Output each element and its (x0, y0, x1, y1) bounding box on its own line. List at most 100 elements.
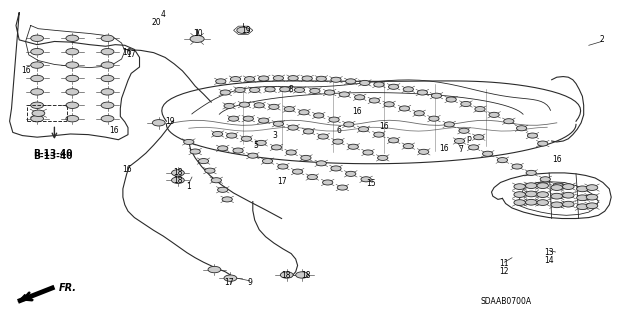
Circle shape (66, 48, 79, 55)
Circle shape (348, 144, 358, 149)
Text: 19: 19 (164, 117, 175, 126)
Circle shape (363, 150, 373, 155)
Text: 16: 16 (109, 126, 119, 135)
Circle shape (337, 185, 348, 190)
Circle shape (31, 35, 44, 41)
Circle shape (227, 133, 237, 138)
Circle shape (190, 35, 204, 42)
Circle shape (358, 127, 369, 132)
Circle shape (259, 118, 269, 123)
Circle shape (403, 144, 413, 149)
Circle shape (101, 89, 114, 95)
Circle shape (278, 164, 288, 169)
Circle shape (66, 89, 79, 95)
Text: 12: 12 (500, 267, 509, 276)
Circle shape (66, 75, 79, 82)
Circle shape (577, 195, 588, 201)
Circle shape (273, 121, 284, 126)
Circle shape (537, 192, 548, 197)
Circle shape (250, 87, 260, 93)
Circle shape (262, 159, 273, 164)
Circle shape (514, 192, 525, 197)
Circle shape (299, 110, 309, 115)
Circle shape (190, 149, 200, 154)
Circle shape (271, 145, 282, 150)
Circle shape (324, 90, 335, 95)
Text: 18: 18 (173, 168, 182, 177)
Circle shape (374, 82, 384, 87)
Circle shape (525, 183, 537, 189)
Circle shape (280, 272, 293, 278)
Circle shape (577, 186, 588, 192)
Circle shape (288, 76, 298, 81)
Circle shape (540, 177, 550, 182)
Circle shape (329, 117, 339, 122)
Circle shape (314, 113, 324, 118)
Text: 6: 6 (337, 126, 342, 135)
Text: 10: 10 (193, 29, 204, 38)
Circle shape (208, 266, 221, 273)
Circle shape (538, 141, 548, 146)
Circle shape (551, 202, 563, 208)
Circle shape (101, 75, 114, 82)
Circle shape (269, 104, 279, 109)
Circle shape (294, 87, 305, 93)
Circle shape (198, 159, 209, 164)
Text: 18: 18 (301, 271, 310, 280)
Circle shape (307, 174, 317, 180)
Circle shape (454, 138, 465, 144)
Text: 1: 1 (186, 182, 191, 191)
Circle shape (563, 184, 574, 189)
Text: 17: 17 (126, 50, 136, 59)
Circle shape (212, 131, 223, 137)
Circle shape (419, 149, 429, 154)
Text: 16: 16 (438, 144, 449, 153)
Circle shape (553, 183, 563, 188)
Text: B-13-40: B-13-40 (33, 152, 73, 161)
Circle shape (244, 77, 255, 82)
Circle shape (586, 185, 598, 190)
Text: SDAAB0700A: SDAAB0700A (480, 297, 531, 306)
Circle shape (184, 139, 194, 145)
Circle shape (216, 79, 226, 84)
Text: 20: 20 (152, 18, 162, 27)
Circle shape (101, 48, 114, 55)
Text: 16: 16 (122, 165, 132, 174)
Circle shape (31, 75, 44, 82)
Circle shape (318, 134, 328, 139)
Circle shape (388, 138, 399, 143)
Circle shape (286, 150, 296, 155)
Text: 15: 15 (366, 179, 376, 188)
Circle shape (172, 170, 184, 176)
Circle shape (551, 185, 563, 190)
Text: 16: 16 (552, 155, 562, 164)
Circle shape (303, 129, 314, 134)
Circle shape (218, 146, 228, 151)
Circle shape (259, 76, 269, 81)
Circle shape (172, 177, 184, 183)
Circle shape (31, 89, 44, 95)
Circle shape (101, 35, 114, 41)
Circle shape (243, 116, 253, 121)
Circle shape (344, 122, 354, 127)
Circle shape (101, 62, 114, 68)
Circle shape (273, 76, 284, 81)
Text: 16: 16 (379, 122, 389, 130)
Circle shape (222, 197, 232, 202)
Circle shape (512, 164, 522, 169)
Circle shape (211, 178, 221, 183)
Text: FR.: FR. (59, 283, 77, 293)
Text: 4: 4 (161, 10, 166, 19)
Circle shape (205, 168, 215, 173)
Text: 14: 14 (544, 256, 554, 265)
Circle shape (475, 107, 485, 112)
Circle shape (265, 87, 275, 92)
Circle shape (288, 125, 298, 130)
Bar (27, 105, 67, 121)
Circle shape (331, 166, 341, 171)
Circle shape (316, 161, 326, 166)
Circle shape (459, 128, 469, 133)
Circle shape (296, 272, 308, 278)
Circle shape (333, 139, 343, 144)
Text: 17: 17 (224, 278, 234, 287)
